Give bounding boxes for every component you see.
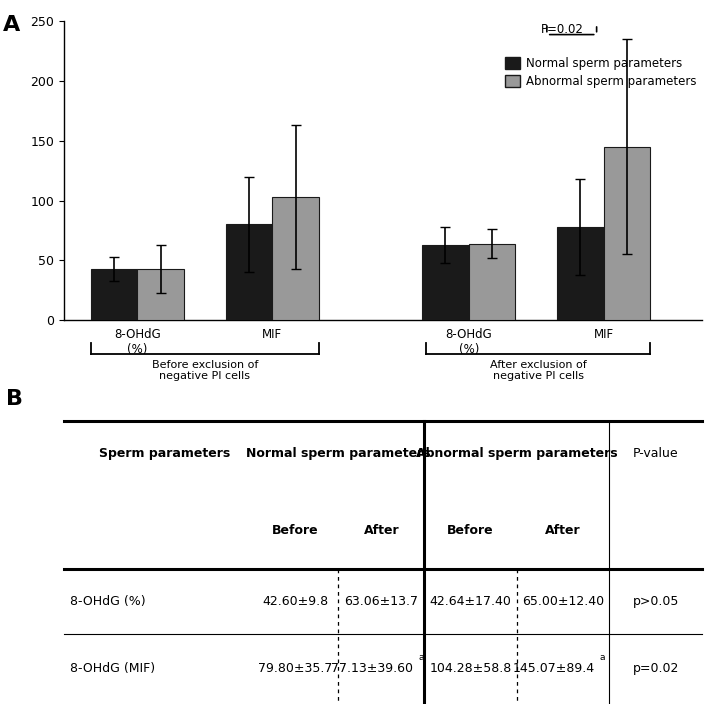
Text: 8-OHdG
(%): 8-OHdG (%): [445, 328, 492, 356]
Text: 104.28±58.8: 104.28±58.8: [430, 662, 512, 675]
Text: Abnormal sperm parameters: Abnormal sperm parameters: [416, 447, 618, 460]
Text: 8-OHdG (%): 8-OHdG (%): [70, 595, 146, 608]
Text: 42.64±17.40: 42.64±17.40: [430, 595, 511, 608]
Bar: [469, 244, 515, 320]
Text: Before: Before: [272, 524, 318, 536]
Text: P-value: P-value: [633, 447, 679, 460]
Text: 42.60±9.8: 42.60±9.8: [262, 595, 328, 608]
Bar: [557, 227, 604, 320]
Text: P=0.02: P=0.02: [540, 23, 584, 36]
Text: MIF: MIF: [593, 328, 614, 341]
Text: 63.06±13.7: 63.06±13.7: [345, 595, 418, 608]
Text: p=0.02: p=0.02: [632, 662, 679, 675]
Text: After: After: [545, 524, 581, 536]
Bar: [272, 197, 319, 320]
Text: 8-OHdG (MIF): 8-OHdG (MIF): [70, 662, 155, 675]
Bar: [604, 146, 650, 320]
Text: Sperm parameters: Sperm parameters: [99, 447, 230, 460]
Text: Normal sperm parameters: Normal sperm parameters: [246, 447, 430, 460]
Text: MIF: MIF: [262, 328, 282, 341]
Text: 65.00±12.40: 65.00±12.40: [522, 595, 604, 608]
Text: 145.07±89.4: 145.07±89.4: [513, 662, 595, 675]
Text: a: a: [600, 653, 605, 662]
Bar: [91, 269, 138, 320]
Text: Before: Before: [447, 524, 494, 536]
Bar: [225, 225, 272, 320]
Bar: [422, 245, 469, 320]
Text: B: B: [6, 389, 23, 409]
Text: a: a: [419, 653, 424, 662]
Text: 77.13±39.60: 77.13±39.60: [330, 662, 413, 675]
Text: A: A: [3, 15, 21, 35]
Bar: [138, 269, 184, 320]
Text: Before exclusion of
negative PI cells: Before exclusion of negative PI cells: [152, 360, 258, 382]
Text: p>0.05: p>0.05: [632, 595, 679, 608]
Text: After exclusion of
negative PI cells: After exclusion of negative PI cells: [490, 360, 586, 382]
Legend: Normal sperm parameters, Abnormal sperm parameters: Normal sperm parameters, Abnormal sperm …: [506, 57, 696, 88]
Text: After: After: [364, 524, 399, 536]
Text: 79.80±35.7: 79.80±35.7: [258, 662, 333, 675]
Text: 8-OHdG
(%): 8-OHdG (%): [114, 328, 161, 356]
